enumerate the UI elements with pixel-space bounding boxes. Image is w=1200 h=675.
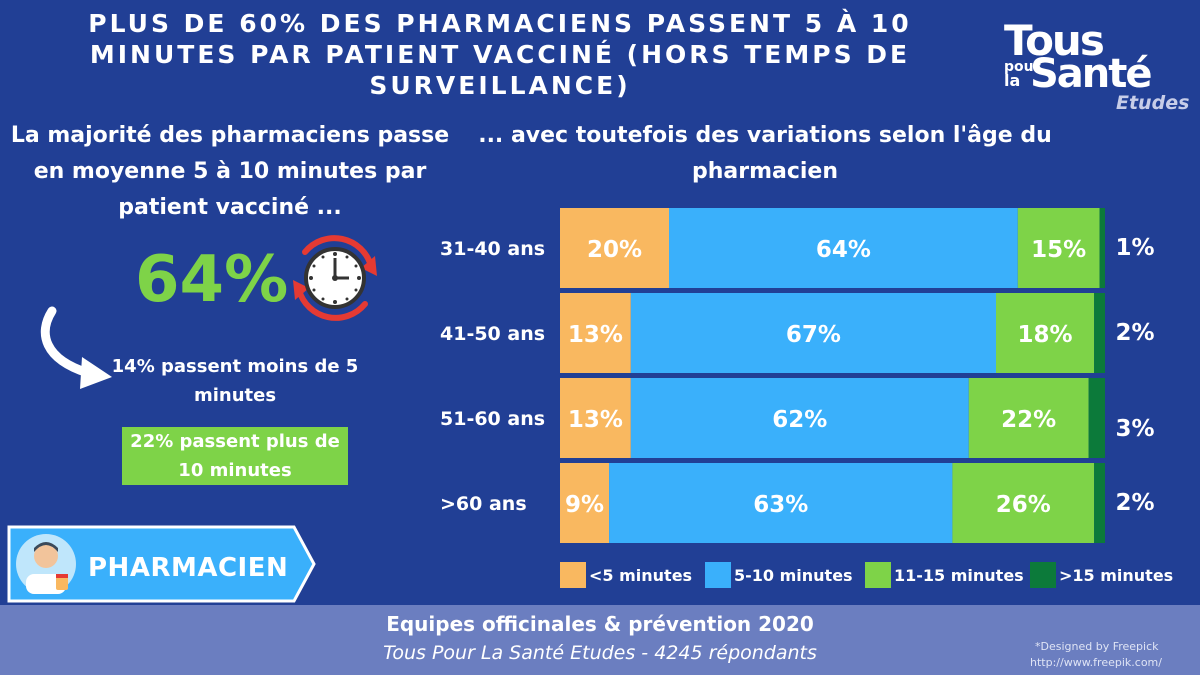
bar-label: 62% (772, 407, 827, 433)
bar-label: 22% (1001, 407, 1056, 433)
pharmacien-label: PHARMACIEN (88, 553, 289, 583)
row-label: 41-50 ans (440, 323, 545, 345)
more-than-ten-box: 22% passent plus de 10 minutes (122, 427, 348, 485)
bar-segment (1094, 463, 1105, 543)
legend-swatch (865, 562, 891, 588)
page-title: PLUS DE 60% DES PHARMACIENS PASSENT 5 À … (88, 9, 912, 100)
bar-segment (1099, 208, 1105, 288)
clock-refresh-icon (285, 232, 385, 324)
right-heading: ... avec toutefois des variations selon … (478, 123, 1052, 184)
bar-label: 26% (996, 492, 1051, 518)
bar-label-outside: 2% (1115, 490, 1154, 516)
bar-segment (560, 208, 669, 288)
legend-label: 5-10 minutes (734, 566, 853, 585)
bar-label: 18% (1018, 322, 1073, 348)
logo-tous: Tous (1004, 16, 1105, 65)
bar-segment (1094, 293, 1105, 373)
legend-label: >15 minutes (1059, 566, 1173, 585)
logo-sante: Santé (1030, 51, 1153, 97)
bar-label: 13% (568, 407, 623, 433)
bar-segment (630, 293, 996, 373)
pharmacist-avatar-icon (16, 534, 76, 594)
row-label: 31-40 ans (440, 238, 545, 260)
bar-segment (968, 378, 1089, 458)
bar-label: 63% (753, 492, 808, 518)
bar-segment (1017, 208, 1100, 288)
legend-swatch (705, 562, 731, 588)
legend-swatch (1030, 562, 1056, 588)
footer-band (0, 605, 1200, 675)
bar-label-outside: 1% (1115, 235, 1154, 261)
legend-label: 11-15 minutes (894, 566, 1024, 585)
bar-segment (669, 208, 1018, 288)
bar-label: 64% (816, 237, 871, 263)
bar-label: 67% (786, 322, 841, 348)
curved-arrow-icon (30, 305, 120, 395)
logo-etudes: Etudes (1116, 92, 1190, 114)
legend-label: <5 minutes (589, 566, 692, 585)
bar-segment (952, 463, 1095, 543)
brand-logo: Tous pour la Santé Etudes (1000, 20, 1190, 115)
logo-pour: pour (1004, 59, 1041, 75)
bar-label: 13% (568, 322, 623, 348)
row-label: 51-60 ans (440, 408, 545, 430)
left-heading: La majorité des pharmaciens passe en moy… (10, 123, 450, 220)
row-label: >60 ans (440, 493, 527, 515)
footer-source: Tous Pour La Santé Etudes - 4245 réponda… (383, 642, 817, 664)
freepik-url: http://www.freepik.com/ (1030, 656, 1162, 669)
big-percent: 64% (135, 243, 289, 317)
bar-label-outside: 3% (1115, 416, 1154, 442)
footer-title: Equipes officinales & prévention 2020 (386, 612, 814, 636)
bar-label: 15% (1031, 237, 1086, 263)
bar-label: 9% (565, 492, 604, 518)
bar-label-outside: 2% (1115, 320, 1154, 346)
less-than-five-text: 14% passent moins de 5 minutes (111, 356, 359, 406)
bar-segment (560, 378, 631, 458)
bar-segment (630, 378, 969, 458)
bar-segment (996, 293, 1095, 373)
bar-segment (609, 463, 953, 543)
bar-segment (560, 293, 631, 373)
bar-segment (560, 463, 610, 543)
logo-la: la (1004, 71, 1021, 90)
age-stacked-bar-chart: 31-40 ans 20% 64% 15% 1% 41-50 ans 13% 67% 18% 2%… (420, 200, 1200, 600)
freepik-credit: *Designed by Freepick (1035, 640, 1159, 653)
bar-label: 20% (587, 237, 642, 263)
legend-swatch (560, 562, 586, 588)
bar-segment (1088, 378, 1105, 458)
pharmacien-badge (6, 524, 318, 604)
